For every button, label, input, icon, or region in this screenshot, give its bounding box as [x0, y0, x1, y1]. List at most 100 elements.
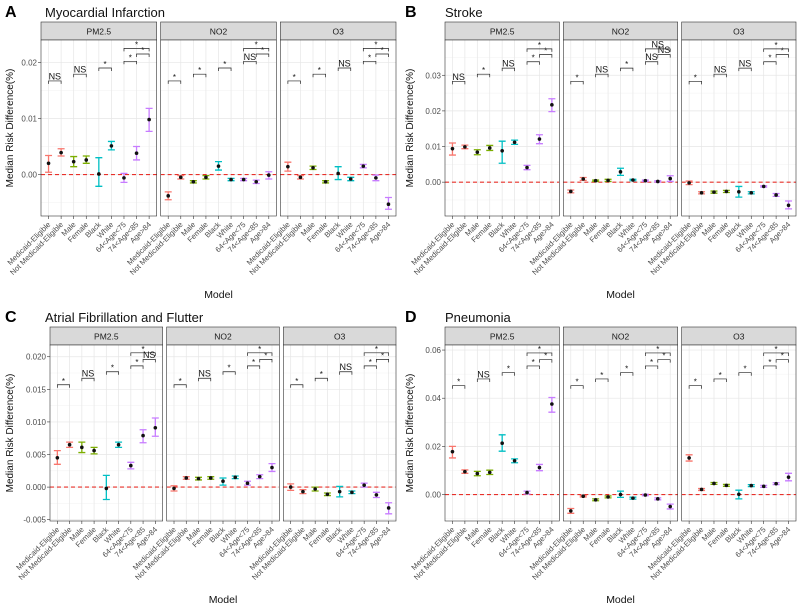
data-point-group: [760, 184, 768, 189]
data-point-group: [604, 178, 612, 183]
significance-label: *: [374, 40, 377, 49]
y-tick-label: 0.04: [425, 394, 441, 403]
significance-label: *: [62, 377, 65, 386]
significance-label: NS: [143, 350, 156, 360]
data-point-group: [284, 161, 292, 172]
significance-bracket: [243, 60, 257, 65]
data-point-group: [268, 462, 276, 473]
data-point-group: [617, 167, 624, 177]
median-point: [386, 202, 391, 207]
significance-bracket: [763, 365, 777, 369]
facet-strip-label: O3: [334, 332, 346, 342]
median-point: [362, 483, 366, 487]
facet-strip-label: NO2: [210, 27, 228, 37]
y-tick-label: 0.02: [21, 58, 37, 67]
data-point-group: [698, 191, 706, 195]
median-point: [46, 161, 51, 166]
data-point-group: [384, 196, 392, 210]
panel-letter: C: [5, 309, 17, 326]
median-point: [749, 483, 754, 488]
median-point: [512, 459, 517, 463]
data-point-group: [348, 490, 356, 495]
significance-label: *: [544, 352, 547, 361]
panel-title: Pneumonia: [445, 310, 512, 325]
y-axis-title: Median Risk Difference(%): [405, 69, 416, 188]
significance-bracket: [595, 378, 609, 382]
facet-strip-label: NO2: [612, 27, 630, 37]
data-point-group: [219, 477, 227, 486]
significance-label: *: [694, 73, 697, 82]
significance-label: *: [318, 66, 321, 75]
significance-bracket: [526, 48, 553, 52]
significance-bracket: [763, 61, 777, 65]
significance-label: NS: [596, 65, 609, 75]
significance-label: *: [129, 53, 132, 62]
significance-label: NS: [652, 39, 665, 49]
data-point-group: [629, 496, 637, 500]
median-point: [386, 506, 391, 510]
y-tick-label: 0.010: [26, 418, 47, 427]
median-point: [84, 158, 89, 162]
significance-bracket: [452, 80, 466, 85]
significance-bracket: [136, 53, 150, 58]
median-point: [643, 493, 648, 497]
data-point-group: [666, 503, 674, 510]
facet-strip-label: PM2.5: [490, 27, 515, 37]
median-point: [655, 179, 660, 184]
data-point-group: [265, 171, 273, 180]
median-point: [374, 176, 378, 180]
median-point: [337, 489, 342, 494]
significance-label: *: [295, 377, 298, 386]
data-point-group: [347, 176, 355, 182]
data-point-group: [772, 192, 780, 198]
significance-bracket: [539, 359, 553, 363]
data-point-group: [57, 148, 65, 157]
significance-bracket: [98, 67, 112, 72]
median-point: [245, 481, 250, 485]
median-point: [668, 176, 673, 181]
y-tick-label: 0.00: [425, 178, 441, 187]
median-point: [178, 175, 183, 180]
data-point-group: [243, 480, 251, 486]
significance-bracket: [247, 352, 273, 356]
panel-b: B StrokePM2.5NS*NS***Medicaid-EligibleNot…: [405, 4, 797, 301]
median-point: [166, 194, 171, 198]
significance-label: *: [507, 365, 510, 374]
median-point: [724, 189, 729, 194]
significance-bracket: [688, 385, 702, 389]
data-point-group: [641, 493, 649, 497]
y-tick-label: 0.00: [425, 491, 441, 500]
data-point-group: [486, 469, 494, 476]
significance-bracket: [645, 365, 659, 369]
data-point-group: [53, 449, 61, 465]
significance-bracket: [255, 53, 270, 58]
data-point-group: [334, 166, 342, 181]
data-point-group: [535, 134, 543, 145]
significance-bracket: [81, 377, 95, 382]
median-point: [204, 175, 208, 180]
significance-label: *: [625, 60, 628, 69]
significance-bracket: [130, 352, 156, 356]
median-point: [104, 486, 109, 491]
significance-label: *: [135, 358, 138, 367]
data-point-group: [535, 463, 543, 472]
facet-strip-label: PM2.5: [94, 332, 119, 342]
data-point-group: [299, 489, 307, 495]
data-point-group: [654, 497, 662, 501]
significance-bracket: [363, 352, 390, 356]
median-point: [286, 164, 290, 169]
significance-bracket: [713, 73, 727, 78]
median-point: [80, 445, 84, 450]
data-point-group: [567, 189, 575, 194]
data-point-group: [617, 490, 624, 499]
significance-bracket: [738, 67, 752, 72]
data-point-group: [604, 495, 612, 499]
median-point: [618, 170, 623, 174]
median-point: [568, 189, 573, 194]
data-point-group: [685, 180, 693, 186]
data-point-group: [287, 483, 295, 492]
data-point-group: [252, 179, 260, 185]
significance-label: NS: [452, 72, 465, 82]
x-axis-title: Model: [204, 289, 233, 301]
significance-bracket: [314, 377, 328, 382]
